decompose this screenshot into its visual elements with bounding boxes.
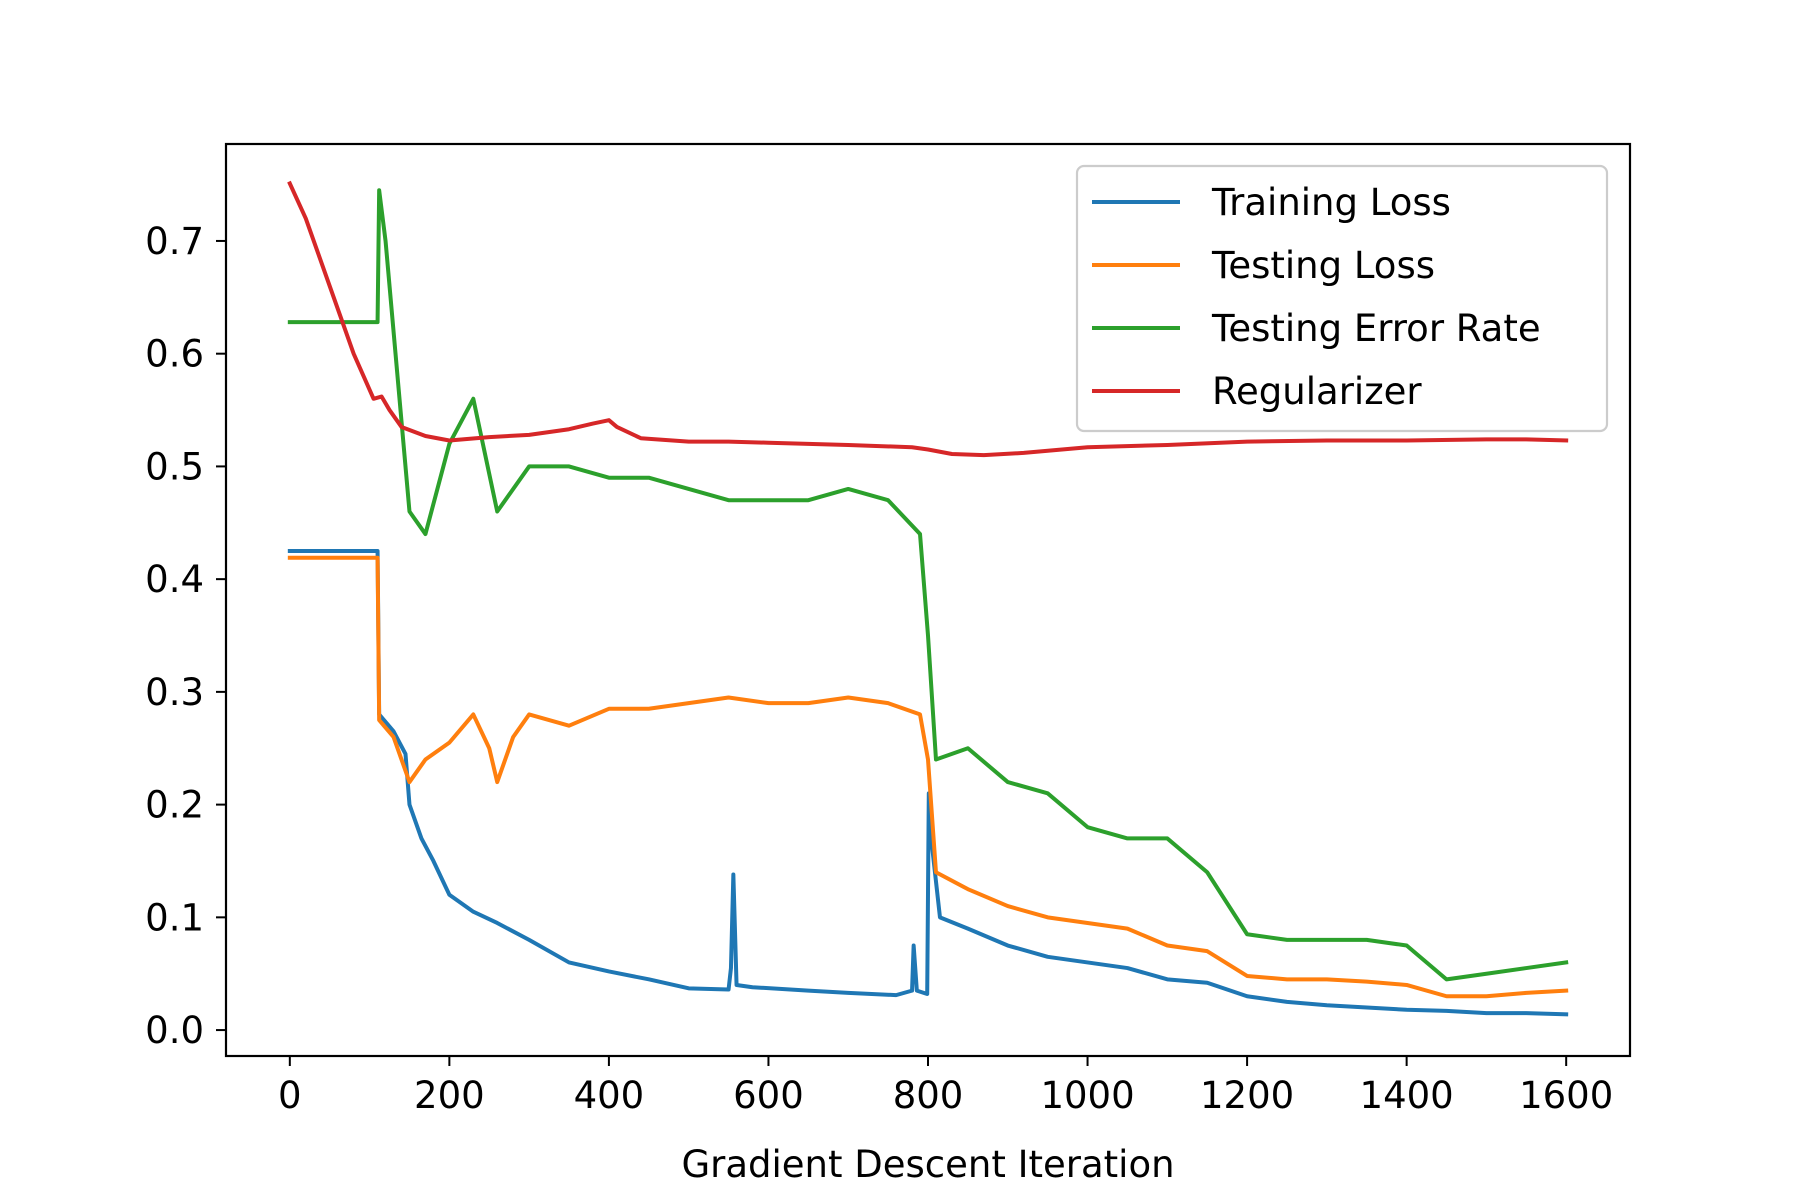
y-tick-label: 0.5 xyxy=(145,445,204,488)
legend-label-testing-loss: Testing Loss xyxy=(1211,244,1435,287)
y-tick-label: 0.7 xyxy=(145,220,204,263)
y-tick-label: 0.6 xyxy=(145,333,204,376)
legend-items: Training Loss Testing Loss Testing Error R… xyxy=(1092,181,1541,413)
series-layer xyxy=(287,180,1569,1017)
x-tick-label: 800 xyxy=(893,1074,964,1117)
x-tick-label: 0 xyxy=(278,1074,302,1117)
series-line-testing-loss xyxy=(287,555,1569,999)
series-line-regularizer xyxy=(287,180,1569,458)
x-tick-label: 1400 xyxy=(1360,1074,1454,1117)
x-tick-label: 200 xyxy=(414,1074,485,1117)
x-tick-label: 400 xyxy=(574,1074,645,1117)
x-tick-label: 600 xyxy=(733,1074,804,1117)
y-tick-label: 0.3 xyxy=(145,671,204,714)
y-axis-ticks: 0.0 0.1 0.2 0.3 0.4 0.5 0.6 0.7 xyxy=(145,220,226,1052)
y-tick-label: 0.0 xyxy=(145,1009,204,1052)
x-tick-label: 1000 xyxy=(1040,1074,1134,1117)
legend-label-training-loss: Training Loss xyxy=(1211,181,1451,224)
legend: Training Loss Testing Loss Testing Error R… xyxy=(1075,164,1609,433)
legend-box xyxy=(1075,164,1609,433)
x-tick-label: 1600 xyxy=(1519,1074,1613,1117)
series-line-testing-error-rate xyxy=(287,188,1569,982)
x-axis-label: Gradient Descent Iteration xyxy=(681,1143,1174,1186)
series-line-training-loss xyxy=(287,548,1569,1017)
legend-label-regularizer: Regularizer xyxy=(1212,370,1422,413)
y-tick-label: 0.1 xyxy=(145,896,204,939)
y-tick-label: 0.2 xyxy=(145,784,204,827)
y-tick-label: 0.4 xyxy=(145,558,204,601)
legend-label-testing-error-rate: Testing Error Rate xyxy=(1211,307,1541,350)
x-axis-ticks: 0 200 400 600 800 1000 1200 1400 1600 xyxy=(278,1056,1613,1117)
x-tick-label: 1200 xyxy=(1200,1074,1294,1117)
